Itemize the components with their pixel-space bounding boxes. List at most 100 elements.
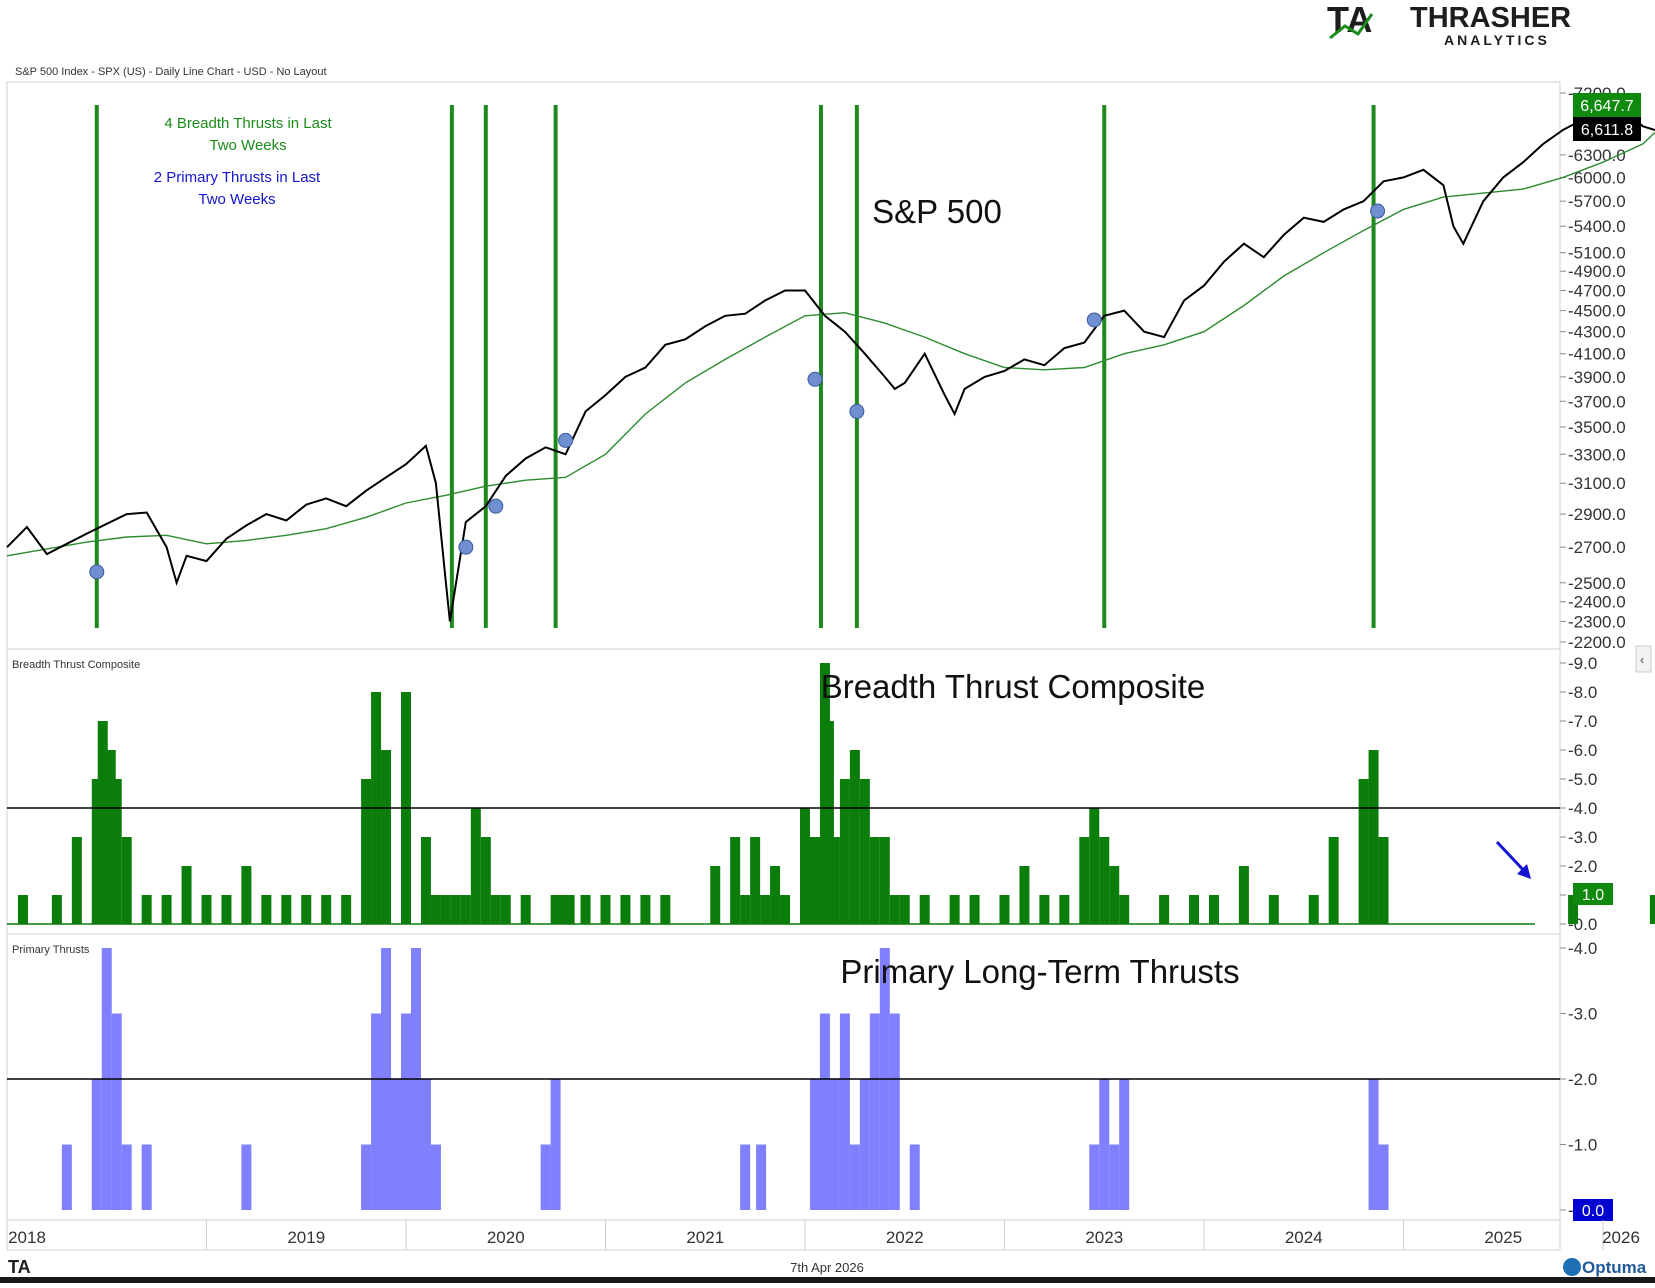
bar xyxy=(480,837,491,924)
bar xyxy=(520,895,531,924)
tick-label: -6.0 xyxy=(1568,741,1597,760)
bar xyxy=(51,895,62,924)
last-ma-value: 6,611.8 xyxy=(1581,122,1633,139)
thrust-marker xyxy=(488,498,504,514)
bar xyxy=(1378,837,1389,924)
primary-annotation-line1: 2 Primary Thrusts in Last xyxy=(154,169,321,186)
bar xyxy=(540,1144,551,1210)
tick-label: -4.0 xyxy=(1568,799,1597,818)
bar xyxy=(1089,808,1100,924)
bar xyxy=(550,895,561,924)
bar xyxy=(97,721,108,924)
bar xyxy=(809,1079,820,1210)
tick-label: -7.0 xyxy=(1568,712,1597,731)
thrasher-logo: TA THRASHER ANALYTICS xyxy=(1327,0,1571,48)
price-tick-label: -4700.0 xyxy=(1568,281,1626,300)
x-axis: 2018 2019 2020 2021 2022 2023 2024 2025 2026 xyxy=(6,1220,1640,1250)
bar xyxy=(71,837,82,924)
bar xyxy=(859,779,870,924)
collapse-panel-button[interactable] xyxy=(1635,645,1652,673)
price-panel: -2200.0 -2300.0-2400.0-2500.0 -2700.0 -2900… xyxy=(6,84,1655,652)
x-tick-label: 2019 xyxy=(287,1228,325,1247)
bar xyxy=(1059,895,1070,924)
x-tick-label: 2024 xyxy=(1285,1228,1323,1247)
x-tick-label: 2022 xyxy=(886,1228,924,1247)
bar xyxy=(839,1013,850,1210)
bar xyxy=(580,895,591,924)
bar xyxy=(919,895,930,924)
bar xyxy=(889,895,900,924)
bar xyxy=(770,866,781,924)
bar xyxy=(1189,895,1200,924)
price-tick-label: -3900.0 xyxy=(1568,368,1626,387)
bar xyxy=(105,750,116,924)
tick-label: -2.0 xyxy=(1568,857,1597,876)
bar xyxy=(91,1079,102,1210)
bar xyxy=(1328,837,1339,924)
chart-info-text: S&P 500 Index - SPX (US) - Daily Line Ch… xyxy=(15,66,327,78)
price-tick-label: -2700.0 xyxy=(1568,538,1626,557)
thrust-marker xyxy=(458,539,474,555)
bar xyxy=(829,1079,840,1210)
price-tick-label: -2300.0 xyxy=(1568,612,1626,631)
bar xyxy=(756,1144,767,1210)
price-tick-label: -6300.0 xyxy=(1568,146,1626,165)
bar xyxy=(1568,895,1579,924)
tick-label: -1.0 xyxy=(1568,1136,1597,1155)
bar xyxy=(61,1144,72,1210)
primary-last-badge xyxy=(1573,1199,1613,1221)
tick-label: -5.0 xyxy=(1568,770,1597,789)
tick-label: -9.0 xyxy=(1568,654,1597,673)
thrust-marker xyxy=(558,432,574,448)
footer-bar xyxy=(0,1277,1655,1283)
footer-ta-logo: TA xyxy=(8,1257,31,1277)
bar xyxy=(341,895,352,924)
bar xyxy=(1109,866,1120,924)
logo-arrow-icon xyxy=(1329,13,1374,40)
bar xyxy=(949,895,960,924)
thrust-marker xyxy=(1086,312,1102,328)
price-tick-label: -2400.0 xyxy=(1568,593,1626,612)
bar xyxy=(550,1079,561,1210)
arrow-down-icon xyxy=(1495,840,1529,876)
thrust-marker xyxy=(849,403,865,419)
bar xyxy=(161,895,172,924)
bar xyxy=(121,837,132,924)
bar xyxy=(430,1144,441,1210)
logo-subtext: ANALYTICS xyxy=(1444,32,1550,48)
bar xyxy=(809,837,820,924)
bar xyxy=(1268,895,1279,924)
price-y-axis: -2200.0 -2300.0-2400.0-2500.0 -2700.0 -2900… xyxy=(1560,84,1626,652)
bar xyxy=(141,1144,152,1210)
bar xyxy=(241,866,252,924)
bar xyxy=(889,1013,900,1210)
thrust-marker xyxy=(807,371,823,387)
bar xyxy=(760,895,771,924)
tick-label: -8.0 xyxy=(1568,683,1597,702)
price-tick-label: -2200.0 xyxy=(1568,633,1626,652)
tick-label: -3.0 xyxy=(1568,828,1597,847)
bar xyxy=(660,895,671,924)
breadth-small-label: Breadth Thrust Composite xyxy=(12,659,140,671)
bar xyxy=(640,895,651,924)
bar xyxy=(1368,1079,1379,1210)
price-tick-label: -6000.0 xyxy=(1568,168,1626,187)
x-tick-label: 2023 xyxy=(1085,1228,1123,1247)
bar xyxy=(381,750,392,924)
bar xyxy=(1308,895,1319,924)
bar xyxy=(556,895,567,924)
bar xyxy=(490,895,501,924)
bar xyxy=(859,1079,870,1210)
bar xyxy=(391,1079,402,1210)
bar xyxy=(1368,750,1379,924)
bar xyxy=(829,837,840,924)
bar xyxy=(91,779,102,924)
bar xyxy=(111,779,122,924)
arrow-head-icon xyxy=(1517,864,1531,879)
bar xyxy=(121,1144,132,1210)
breadth-panel: Breadth Thrust Composite -0.0-1.0-2.0-3.… xyxy=(7,654,1655,934)
bar xyxy=(969,895,980,924)
bar xyxy=(17,895,28,924)
tick-label: -3.0 xyxy=(1568,1005,1597,1024)
price-panel-title: S&P 500 xyxy=(872,193,1002,230)
